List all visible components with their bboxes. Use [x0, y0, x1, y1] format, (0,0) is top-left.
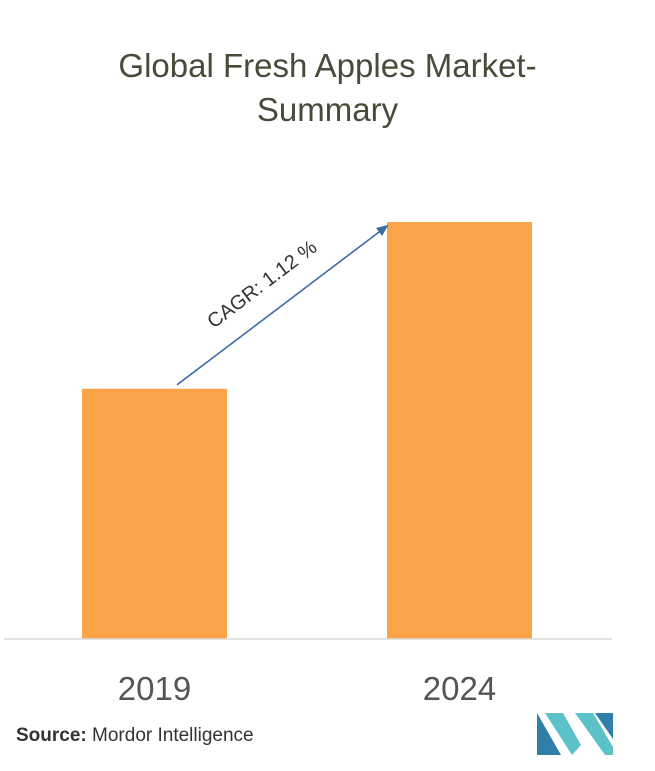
source-label: Source:	[16, 725, 87, 746]
mordor-logo-icon	[537, 713, 613, 755]
chart-title: Global Fresh Apples Market- Summary	[0, 44, 655, 132]
bar-2019	[82, 388, 227, 639]
cagr-label: CAGR: 1.12 %	[203, 236, 321, 333]
x-tick-labels: 2019 2024	[118, 670, 496, 707]
chart-title-line1: Global Fresh Apples Market-	[118, 47, 537, 84]
cagr-annotation: CAGR: 1.12 %	[176, 224, 389, 386]
source-credit: Source: Mordor Intelligence	[16, 725, 254, 747]
source-name: Mordor Intelligence	[92, 725, 254, 746]
x-tick-label-2019: 2019	[118, 670, 191, 707]
bar-2024	[387, 222, 532, 639]
x-tick-label-2024: 2024	[423, 670, 496, 707]
cagr-arrow	[176, 224, 389, 386]
bars-layer	[82, 222, 532, 639]
chart-title-line2: Summary	[256, 91, 399, 128]
